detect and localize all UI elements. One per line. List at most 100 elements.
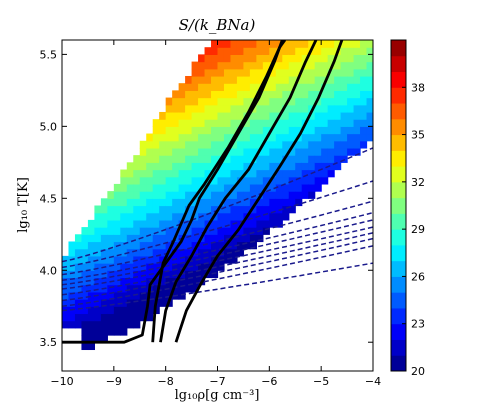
heatmap-cell [275, 155, 283, 163]
heatmap-cell [107, 327, 115, 336]
heatmap-cell [308, 54, 316, 63]
heatmap-cell [146, 198, 154, 207]
heatmap-cell [230, 47, 238, 55]
heatmap-cell [204, 241, 212, 250]
heatmap-cell [243, 83, 251, 91]
colorbar-swatch [391, 197, 406, 214]
heatmap-cell [262, 169, 270, 178]
heatmap-cell [152, 227, 160, 235]
heatmap-cell [321, 54, 329, 63]
heatmap-cell [217, 111, 225, 120]
heatmap-cell [126, 169, 134, 178]
heatmap-cell [353, 133, 361, 142]
heatmap-cell [217, 176, 225, 185]
heatmap-cell [243, 176, 251, 185]
heatmap-cell [126, 183, 134, 192]
heatmap-cell [100, 241, 108, 250]
heatmap-cell [159, 162, 167, 171]
heatmap-cell [353, 119, 361, 127]
heatmap-cell [198, 133, 206, 142]
heatmap-cell [269, 219, 277, 228]
heatmap-cell [249, 183, 257, 192]
heatmap-cell [321, 140, 329, 149]
heatmap-cell [217, 97, 225, 106]
heatmap-cell [107, 248, 115, 257]
heatmap-cell [262, 191, 270, 199]
heatmap-cell [230, 111, 238, 120]
heatmap-cell [146, 147, 154, 156]
heatmap-cell [152, 140, 160, 149]
heatmap-cell [295, 68, 303, 77]
heatmap-cell [159, 291, 167, 300]
heatmap-cell [178, 277, 186, 286]
heatmap-cell [366, 75, 373, 84]
heatmap-cell [236, 54, 245, 63]
heatmap-cell [120, 241, 128, 250]
heatmap-cell [81, 284, 89, 293]
heatmap-cell [204, 61, 212, 70]
heatmap-cell [288, 47, 296, 55]
heatmap-cell [211, 61, 219, 70]
heatmap-cell [236, 75, 245, 84]
heatmap-cell [172, 133, 180, 142]
heatmap-cell [198, 176, 206, 185]
heatmap-cell [152, 277, 160, 286]
heatmap-cell [340, 90, 348, 99]
heatmap-cell [288, 169, 296, 178]
heatmap-cell [74, 299, 83, 307]
heatmap-cell [223, 212, 232, 221]
heatmap-cell [301, 183, 309, 192]
colorbar-swatch [391, 87, 406, 104]
heatmap-cell [120, 205, 128, 214]
heatmap-cell [87, 313, 95, 322]
heatmap-cell [275, 219, 283, 228]
heatmap-cell [126, 162, 134, 171]
heatmap-cell [139, 212, 147, 221]
heatmap-cell [68, 277, 76, 286]
heatmap-cell [139, 155, 147, 163]
heatmap-cell [321, 61, 329, 70]
heatmap-cell [249, 176, 257, 185]
heatmap-cell [198, 111, 206, 120]
colorbar-swatch [391, 355, 406, 372]
heatmap-cell [159, 248, 167, 257]
heatmap-cell [165, 104, 173, 113]
heatmap-cell [217, 90, 225, 99]
heatmap-cell [198, 155, 206, 163]
heatmap-cell [211, 205, 219, 214]
heatmap-cell [327, 90, 335, 99]
heatmap-cell [113, 263, 121, 271]
heatmap-cell [204, 54, 212, 63]
heatmap-cell [230, 68, 238, 77]
heatmap-cell [120, 284, 128, 293]
heatmap-cell [269, 212, 277, 221]
heatmap-cell [243, 68, 251, 77]
heatmap-cell [211, 90, 219, 99]
heatmap-cell [159, 140, 167, 149]
colorbar-tick-label: 35 [411, 129, 425, 142]
heatmap-cell [191, 104, 199, 113]
solid-curve [62, 40, 284, 344]
heatmap-cell [185, 147, 193, 156]
heatmap-cell [120, 191, 128, 199]
heatmap-cell [256, 219, 264, 228]
heatmap-cell [308, 119, 316, 127]
x-tick-label: −8 [158, 375, 174, 388]
heatmap-cell [223, 90, 232, 99]
colorbar-tick-label: 26 [411, 270, 425, 283]
heatmap-cell [262, 54, 270, 63]
heatmap-cell [327, 155, 335, 163]
heatmap-cell [211, 111, 219, 120]
heatmap-cell [126, 198, 134, 207]
heatmap-cell [120, 291, 128, 300]
dashed-curve [62, 200, 373, 276]
heatmap-cell [100, 255, 108, 264]
heatmap-cell [223, 198, 232, 207]
heatmap-cell [107, 212, 115, 221]
heatmap-cell [198, 97, 206, 106]
heatmap-cell [217, 183, 225, 192]
heatmap-cell [314, 111, 322, 120]
heatmap-cell [68, 241, 76, 250]
heatmap-cell [269, 97, 277, 106]
heatmap-cell [133, 234, 141, 243]
